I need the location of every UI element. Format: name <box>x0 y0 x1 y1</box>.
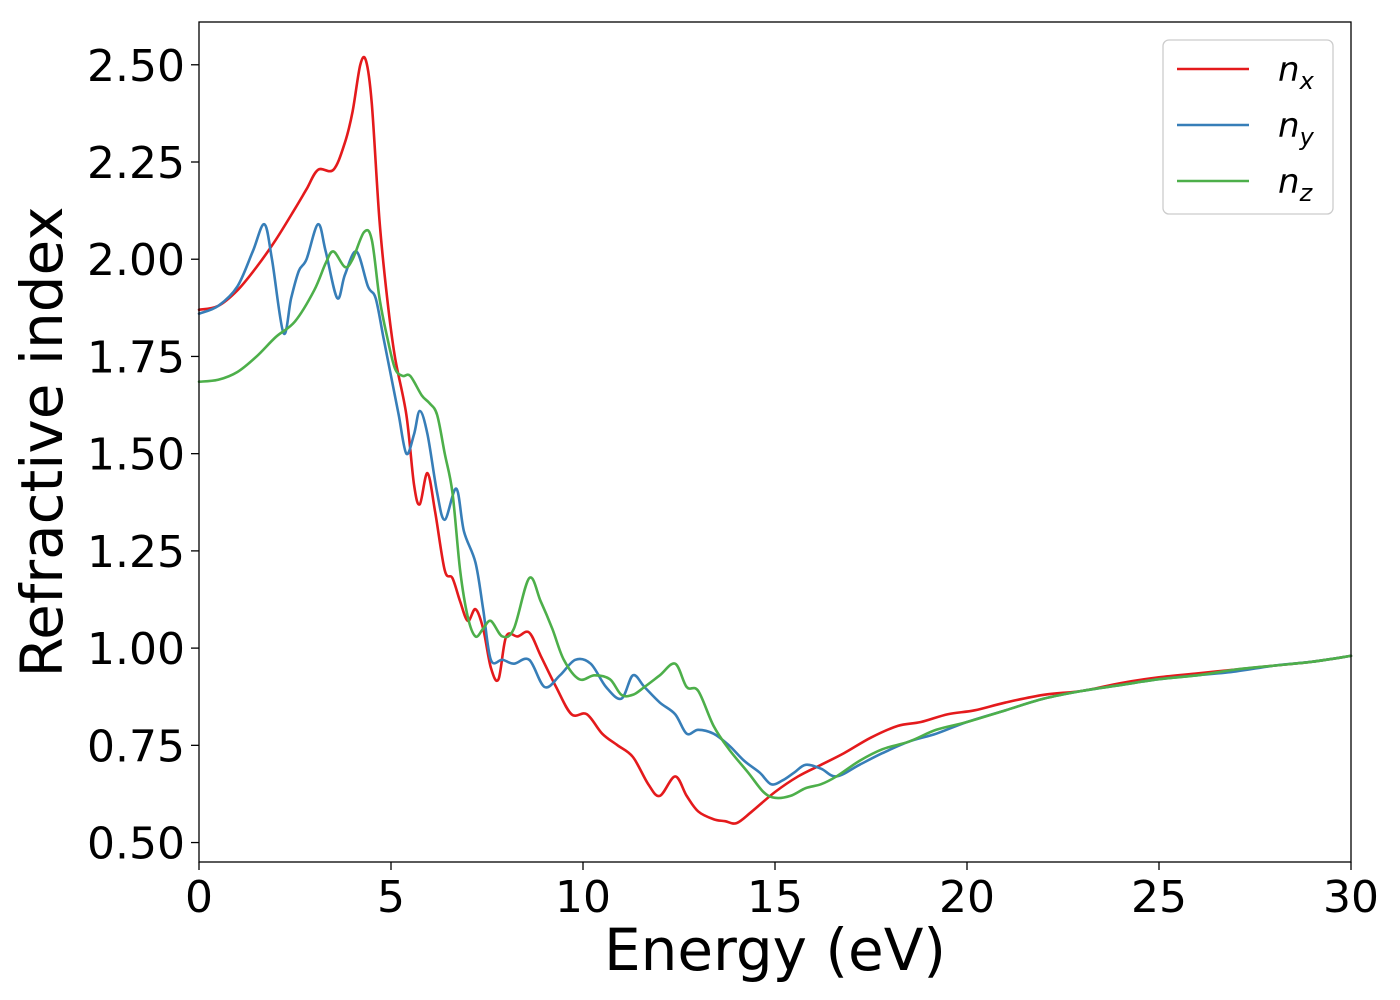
y-tick-label: 1.25 <box>87 527 185 578</box>
series-line-ny <box>197 222 1353 786</box>
legend-subscript: y <box>1299 123 1315 151</box>
y-axis-label: Refractive index <box>8 206 76 677</box>
x-axis-label: Energy (eV) <box>604 916 946 984</box>
ticks-layer: 0 5 10 15 20 25 30 0.50 0.75 1.00 1.25 1.50 1.75 2.00… <box>87 41 1379 923</box>
legend-subscript: z <box>1299 179 1314 207</box>
series-line-nz <box>197 228 1353 800</box>
x-tick-label: 10 <box>555 872 611 923</box>
y-tick-label: 1.00 <box>87 624 185 675</box>
y-tick-label: 1.50 <box>87 430 185 481</box>
x-tick-label: 20 <box>939 872 995 923</box>
x-tick-label: 25 <box>1131 872 1187 923</box>
series-layer <box>197 55 1353 825</box>
x-tick-label: 30 <box>1323 872 1379 923</box>
plot-frame <box>198 21 1352 863</box>
y-tick-label: 1.75 <box>87 332 185 383</box>
y-tick-label: 2.00 <box>87 235 185 286</box>
series-line-nx <box>197 55 1353 825</box>
x-tick-label: 15 <box>747 872 803 923</box>
x-tick-label: 0 <box>185 872 213 923</box>
y-tick-label: 0.75 <box>87 721 185 772</box>
y-tick-label: 2.50 <box>87 41 185 92</box>
x-tick-label: 5 <box>377 872 405 923</box>
legend-subscript: x <box>1299 67 1315 95</box>
y-tick-label: 0.50 <box>87 819 185 870</box>
y-tick-label: 2.25 <box>87 138 185 189</box>
legend-label-ny: ny <box>1278 106 1315 151</box>
legend-box <box>1162 39 1334 215</box>
